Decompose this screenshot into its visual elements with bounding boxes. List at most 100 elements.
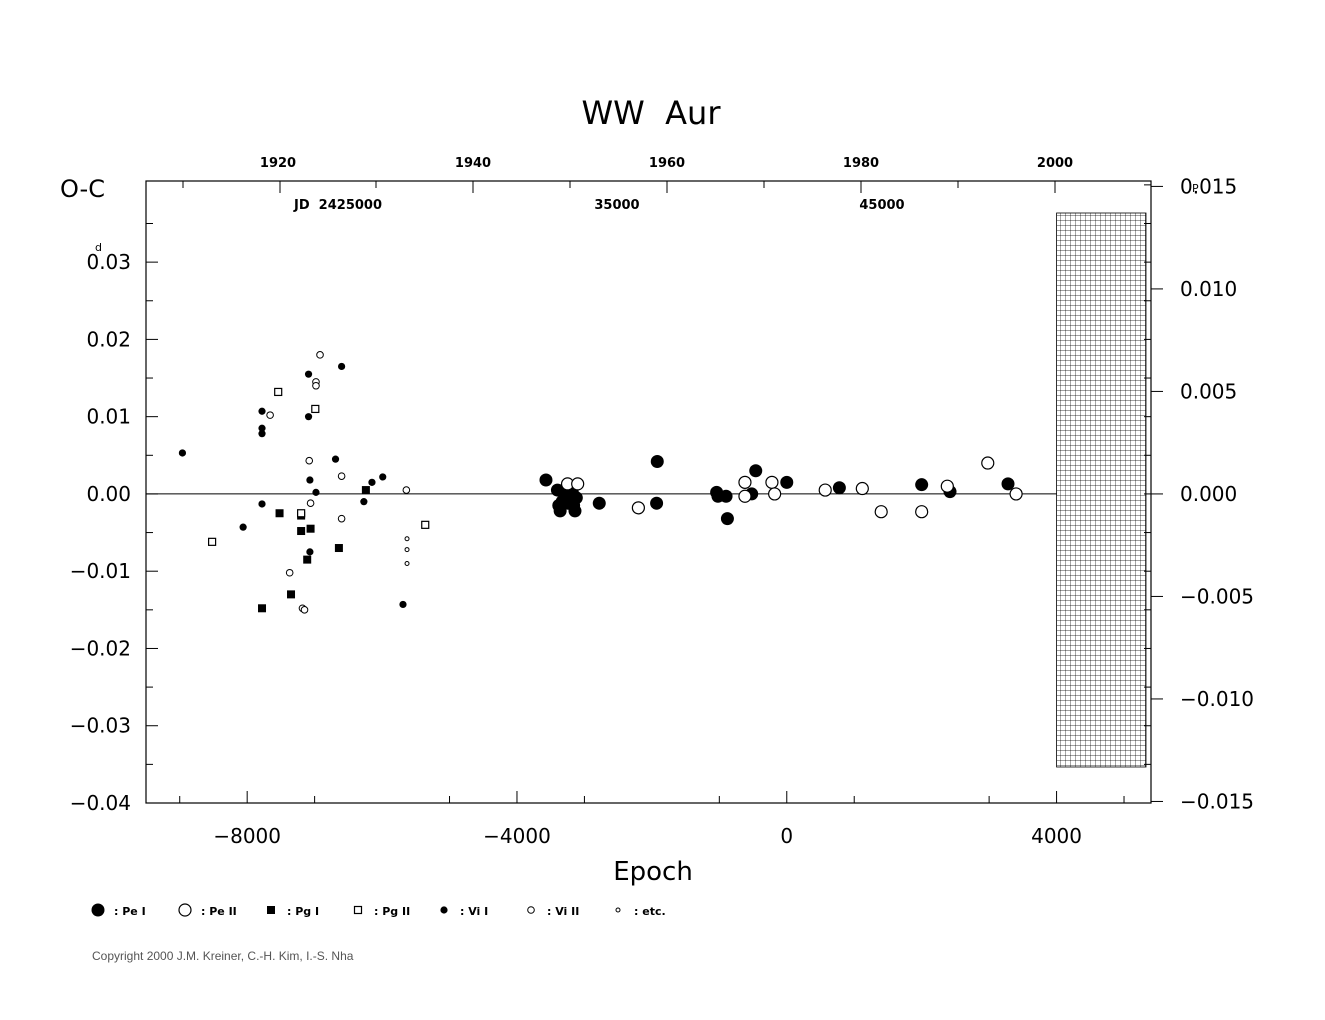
data-point-pe1 — [569, 491, 583, 505]
y-left-tick-label: 0.01 — [86, 405, 131, 429]
data-point-pg1 — [334, 544, 343, 553]
jd-label-35000: 35000 — [594, 198, 639, 213]
data-point-pe2 — [738, 489, 752, 503]
y-left-tick-label: −0.02 — [70, 636, 131, 660]
data-point-pe2 — [981, 456, 995, 470]
data-point-vi2 — [402, 486, 411, 494]
legend-label: : Pg II — [374, 905, 410, 918]
y-right-tick-label: 0.015 — [1180, 174, 1237, 198]
data-point-vi1 — [306, 476, 314, 484]
data-point-pe2 — [571, 477, 585, 491]
legend-label: : Vi I — [460, 905, 488, 918]
data-point-pg2 — [208, 537, 217, 546]
legend-label: : Pg I — [287, 905, 319, 918]
data-point-etc — [404, 547, 410, 553]
y-right-tick-label: −0.010 — [1180, 687, 1254, 711]
legend-item-vi1: : Vi I — [440, 905, 488, 918]
y-left-tick-label: 0.03 — [86, 250, 131, 274]
data-point-vi1 — [304, 370, 313, 378]
x-axis-label: Epoch — [613, 857, 693, 887]
data-point-pe2 — [940, 479, 954, 493]
data-point-vi2 — [312, 381, 320, 390]
data-point-pe1 — [720, 512, 734, 526]
data-point-pe1 — [1001, 477, 1015, 491]
top-year-1920: 1920 — [260, 156, 296, 171]
data-point-etc — [404, 560, 410, 566]
data-point-pg1 — [361, 486, 370, 495]
data-point-pe2 — [1009, 487, 1023, 501]
data-point-vi2 — [305, 456, 314, 465]
legend: : Pe I : Pe II : Pg I : Pg II : Vi I : Vi II:… — [91, 903, 666, 918]
data-point-pg1 — [287, 590, 296, 599]
data-point-pe2 — [738, 475, 752, 489]
legend-item-pg1: : Pg I — [267, 905, 319, 918]
y-right-tick-label: 0.000 — [1180, 482, 1237, 506]
legend-label: : etc. — [634, 905, 666, 918]
data-point-vi1 — [239, 523, 247, 531]
data-point-vi1 — [360, 498, 368, 506]
data-point-vi2 — [266, 411, 274, 419]
data-point-vi1 — [258, 407, 266, 415]
top-year-1940: 1940 — [455, 156, 491, 171]
top-year-1980: 1980 — [843, 156, 879, 171]
data-point-vi1 — [258, 430, 266, 438]
legend-item-vi2: : Vi II — [527, 905, 579, 918]
data-point-pe2 — [818, 483, 832, 497]
data-point-vi1 — [331, 455, 340, 463]
data-point-pg1 — [275, 509, 284, 518]
data-point-pg2 — [297, 509, 306, 518]
data-point-pe2 — [874, 505, 888, 519]
legend-item-etc: : etc. — [615, 905, 666, 918]
data-point-vi2 — [337, 514, 346, 523]
data-point-vi2 — [337, 472, 346, 480]
legend-item-pe2: : Pe II — [178, 903, 237, 918]
y-left-unit: d — [95, 241, 102, 254]
data-point-vi1 — [338, 362, 346, 371]
data-point-pe1 — [539, 473, 553, 487]
data-point-pe1 — [650, 496, 664, 510]
data-point-vi1 — [312, 488, 320, 496]
data-point-vi1 — [306, 548, 314, 556]
x-tick-label: 0 — [780, 824, 793, 848]
legend-marker-etc — [615, 907, 621, 913]
data-point-vi2 — [306, 499, 315, 508]
data-point-pe1 — [592, 496, 606, 510]
y-left-tick-label: −0.04 — [70, 791, 131, 815]
data-point-pg1 — [306, 524, 315, 533]
y-right-tick-label: 0.010 — [1180, 277, 1237, 301]
hatched-region — [1056, 212, 1147, 768]
y-left-tick-label: 0.00 — [86, 482, 131, 506]
legend-item-pe1: : Pe I — [91, 903, 146, 918]
plot-frame — [145, 180, 1152, 804]
y-right-tick-label: −0.015 — [1180, 789, 1254, 813]
legend-label: : Pe II — [201, 905, 237, 918]
y-left-label: O-C — [60, 175, 105, 203]
data-point-vi1 — [399, 600, 407, 609]
y-right-tick-label: −0.005 — [1180, 584, 1254, 608]
data-point-pe2 — [765, 475, 779, 489]
data-point-pe1 — [832, 481, 846, 495]
legend-marker-vi2 — [527, 906, 535, 914]
data-point-vi1 — [258, 500, 266, 508]
top-year-1960: 1960 — [649, 156, 685, 171]
data-point-pg1 — [297, 527, 306, 536]
data-point-pe1 — [719, 489, 733, 503]
data-point-pe2 — [768, 487, 782, 501]
y-left-tick-label: −0.01 — [70, 559, 131, 583]
legend-item-pg2: : Pg II — [353, 905, 410, 918]
data-point-pg1 — [303, 555, 312, 564]
chart-title: WW Aur — [582, 94, 722, 132]
y-left-tick-label: 0.02 — [86, 327, 131, 351]
data-point-vi1 — [258, 424, 266, 432]
y-left-tick-label: −0.03 — [70, 714, 131, 738]
data-point-vi2 — [285, 568, 294, 577]
data-point-vi1 — [178, 449, 187, 457]
data-point-pe1 — [780, 475, 794, 489]
ticks-layer: −8000 −4000 0 4000−0.04−0.03−0.02−0.010.000… — [70, 174, 1254, 848]
data-point-pg1 — [258, 604, 267, 613]
legend-marker-vi1 — [440, 906, 448, 914]
data-point-vi1 — [304, 413, 313, 421]
points-layer — [178, 351, 1023, 614]
data-point-pe1 — [915, 478, 929, 492]
